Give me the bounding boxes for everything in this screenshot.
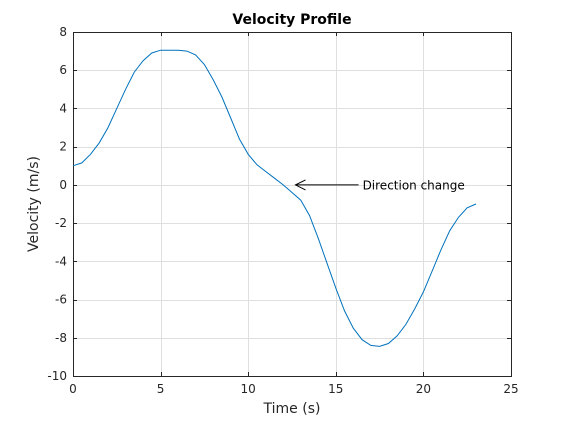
x-tick-label: 5	[157, 382, 165, 396]
y-tick-label: 0	[59, 178, 67, 192]
axis-ticks	[73, 32, 512, 377]
x-axis-label: Time (s)	[263, 401, 321, 417]
y-axis-label: Velocity (m/s)	[26, 156, 42, 252]
y-tick-label: -8	[55, 331, 67, 345]
chart-title: Velocity Profile	[232, 12, 351, 28]
y-tick-label: -2	[55, 216, 67, 230]
x-tick-label: 15	[328, 382, 343, 396]
x-tick-label: 25	[503, 382, 518, 396]
x-tick-label: 10	[241, 382, 256, 396]
y-tick-label: -10	[47, 369, 67, 383]
y-tick-label: -4	[55, 254, 67, 268]
velocity-series-line	[72, 49, 477, 347]
x-tick-label: 20	[416, 382, 431, 396]
annotation-text: Direction change	[363, 178, 465, 192]
x-tick-label: 0	[69, 382, 77, 396]
y-tick-label: -6	[55, 293, 67, 307]
axes-box	[73, 32, 512, 377]
direction-change-annotation: Direction change	[294, 178, 465, 192]
y-tick-label: 6	[59, 63, 67, 77]
y-tick-label: 4	[59, 101, 67, 115]
y-tick-label: 2	[59, 140, 67, 154]
annotation-arrowhead	[294, 179, 306, 191]
tick-labels: 0 5 10 15 20 25 -10 -8 -6 -4 -2 0 2 4 6 8	[47, 25, 518, 396]
y-tick-label: 8	[59, 25, 67, 39]
